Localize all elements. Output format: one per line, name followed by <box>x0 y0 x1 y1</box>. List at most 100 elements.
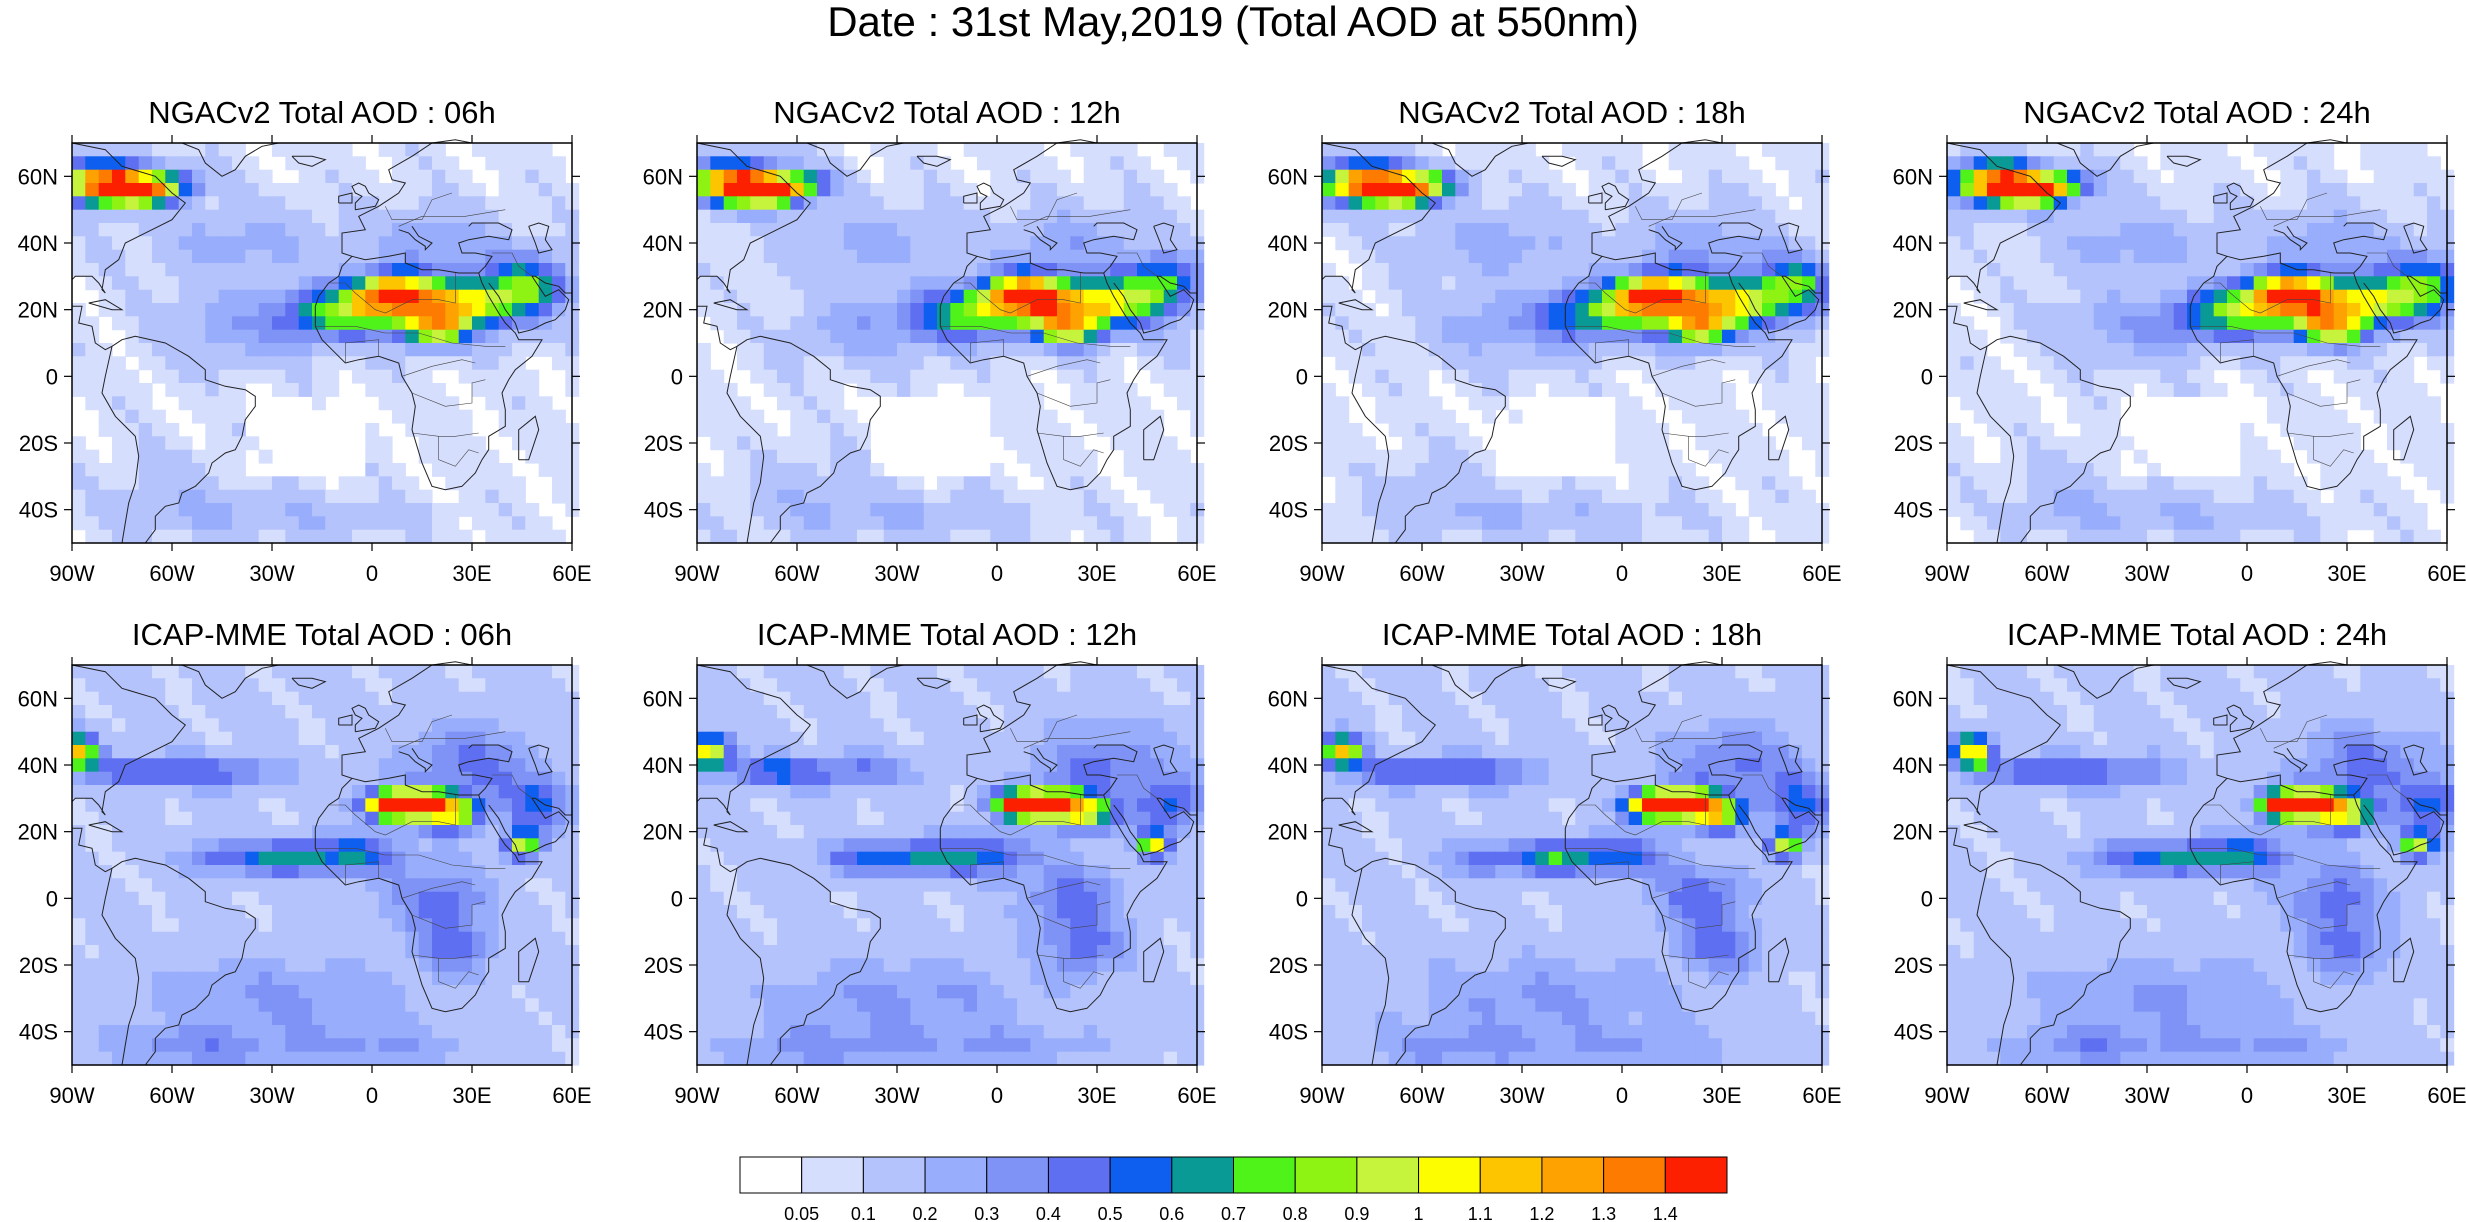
colorbar-swatch <box>862 1156 926 1194</box>
country-borders <box>2190 714 2408 989</box>
lat-tick-label: 20N <box>18 298 58 323</box>
lat-tick-label: 20N <box>643 298 683 323</box>
colorbar-swatch <box>1171 1156 1235 1194</box>
colorbar-swatch <box>1541 1156 1605 1194</box>
lat-tick-label: 0 <box>671 364 683 389</box>
country-borders <box>940 192 1158 467</box>
lat-tick-label: 20S <box>1894 953 1933 978</box>
lat-tick-label: 20S <box>644 431 683 456</box>
map-panel-3: NGACv2 Total AOD : 18h 90W 60W 30W 0 30E 60E 60… <box>1268 95 1842 586</box>
lat-tick-label: 20S <box>1269 431 1308 456</box>
lat-tick-label: 20N <box>1893 298 1933 323</box>
lat-tick-label: 40N <box>1893 231 1933 256</box>
lat-tick-label: 60N <box>18 686 58 711</box>
colorbar-label: 0.6 <box>1159 1204 1184 1222</box>
lat-tick-label: 20S <box>644 953 683 978</box>
lon-tick-label: 60E <box>2427 561 2466 586</box>
map-frame <box>1946 664 2448 1066</box>
country-borders <box>1565 192 1783 467</box>
lon-tick-label: 0 <box>1616 1083 1628 1108</box>
lon-tick-label: 0 <box>2241 1083 2253 1108</box>
lat-tick-label: 60N <box>1268 164 1308 189</box>
colorbar-label: 1.1 <box>1468 1204 1493 1222</box>
map-frame <box>1321 664 1823 1066</box>
lat-tick-label: 0 <box>1296 886 1308 911</box>
colorbar: 0.05 0.1 0.2 0.3 0.4 0.5 0.6 0.7 0.8 0.9 1 1.1 1.2 1.… <box>739 1156 1728 1222</box>
colorbar-swatch <box>986 1156 1049 1194</box>
lon-tick-label: 90W <box>1299 1083 1344 1108</box>
lat-tick-label: 40S <box>1269 1020 1308 1045</box>
colorbar-swatch <box>801 1156 864 1194</box>
lon-tick-label: 60W <box>774 1083 819 1108</box>
lon-tick-label: 0 <box>1616 561 1628 586</box>
colorbar-label: 0.9 <box>1344 1204 1369 1222</box>
lon-tick-label: 60W <box>149 561 194 586</box>
lat-tick-label: 20S <box>19 953 58 978</box>
colorbar-swatch <box>1047 1156 1111 1194</box>
map-frame <box>696 664 1198 1066</box>
country-borders <box>1565 714 1783 989</box>
lon-tick-label: 90W <box>1924 561 1969 586</box>
lat-tick-label: 40N <box>643 753 683 778</box>
lon-tick-label: 30E <box>2327 1083 2366 1108</box>
lat-tick-label: 0 <box>1296 364 1308 389</box>
lon-tick-label: 60E <box>552 1083 591 1108</box>
coastlines <box>1946 661 2447 1066</box>
lat-tick-label: 40N <box>1268 231 1308 256</box>
lat-tick-label: 20S <box>19 431 58 456</box>
lon-tick-label: 30W <box>1499 561 1544 586</box>
colorbar-swatch <box>1356 1156 1420 1194</box>
country-borders <box>315 714 533 989</box>
lat-tick-label: 0 <box>1921 886 1933 911</box>
lon-tick-label: 30W <box>249 1083 294 1108</box>
lon-tick-label: 30W <box>2124 1083 2169 1108</box>
lon-tick-label: 60E <box>1177 1083 1216 1108</box>
lon-tick-label: 30W <box>1499 1083 1544 1108</box>
panel-title: ICAP-MME Total AOD : 06h <box>132 617 512 652</box>
colorbar-label: 1.2 <box>1529 1204 1554 1222</box>
colorbar-swatch <box>1479 1156 1543 1194</box>
lon-tick-label: 30E <box>1077 561 1116 586</box>
colorbar-label: 0.8 <box>1283 1204 1308 1222</box>
lat-tick-label: 20N <box>1268 298 1308 323</box>
colorbar-label: 0.2 <box>913 1204 938 1222</box>
map-frame <box>71 142 573 544</box>
lat-tick-label: 20N <box>18 820 58 845</box>
panel-title: ICAP-MME Total AOD : 24h <box>2007 617 2387 652</box>
map-panel-7: ICAP-MME Total AOD : 18h 90W 60W 30W 0 30E 60E… <box>1268 617 1842 1108</box>
lat-tick-label: 40N <box>1893 753 1933 778</box>
lon-tick-label: 60W <box>774 561 819 586</box>
lon-tick-label: 60E <box>1177 561 1216 586</box>
colorbar-label: 1 <box>1414 1204 1424 1222</box>
colorbar-label: 0.05 <box>784 1204 819 1222</box>
lon-tick-label: 60E <box>1802 561 1841 586</box>
coastlines <box>696 661 1197 1066</box>
lon-tick-label: 30W <box>249 561 294 586</box>
map-frame <box>71 664 573 1066</box>
country-borders <box>940 714 1158 989</box>
panel-title: NGACv2 Total AOD : 12h <box>773 95 1120 130</box>
country-borders <box>2190 192 2408 467</box>
lon-tick-label: 90W <box>49 561 94 586</box>
colorbar-swatch <box>1418 1156 1481 1194</box>
lat-tick-label: 40N <box>1268 753 1308 778</box>
lat-tick-label: 40S <box>1894 1020 1933 1045</box>
panel-title: NGACv2 Total AOD : 18h <box>1398 95 1745 130</box>
colorbar-swatch <box>924 1156 988 1194</box>
panel-title: ICAP-MME Total AOD : 18h <box>1382 617 1762 652</box>
lon-tick-label: 60W <box>149 1083 194 1108</box>
colorbar-swatch <box>1109 1156 1173 1194</box>
lon-tick-label: 30W <box>2124 561 2169 586</box>
colorbar-swatch <box>1664 1156 1728 1194</box>
map-panel-1: NGACv2 Total AOD : 06h 90W 60W 30W 0 30E 60E 60… <box>18 95 592 586</box>
coastlines <box>1946 139 2447 544</box>
lon-tick-label: 60W <box>1399 1083 1444 1108</box>
lat-tick-label: 0 <box>1921 364 1933 389</box>
lon-tick-label: 30E <box>452 1083 491 1108</box>
lon-tick-label: 60W <box>2024 561 2069 586</box>
figure-title: Date : 31st May,2019 (Total AOD at 550nm… <box>827 0 1639 45</box>
lat-tick-label: 40N <box>643 231 683 256</box>
coastlines <box>696 139 1197 544</box>
colorbar-label: 0.3 <box>974 1204 999 1222</box>
map-panel-6: ICAP-MME Total AOD : 12h 90W 60W 30W 0 30E 60E… <box>643 617 1217 1108</box>
